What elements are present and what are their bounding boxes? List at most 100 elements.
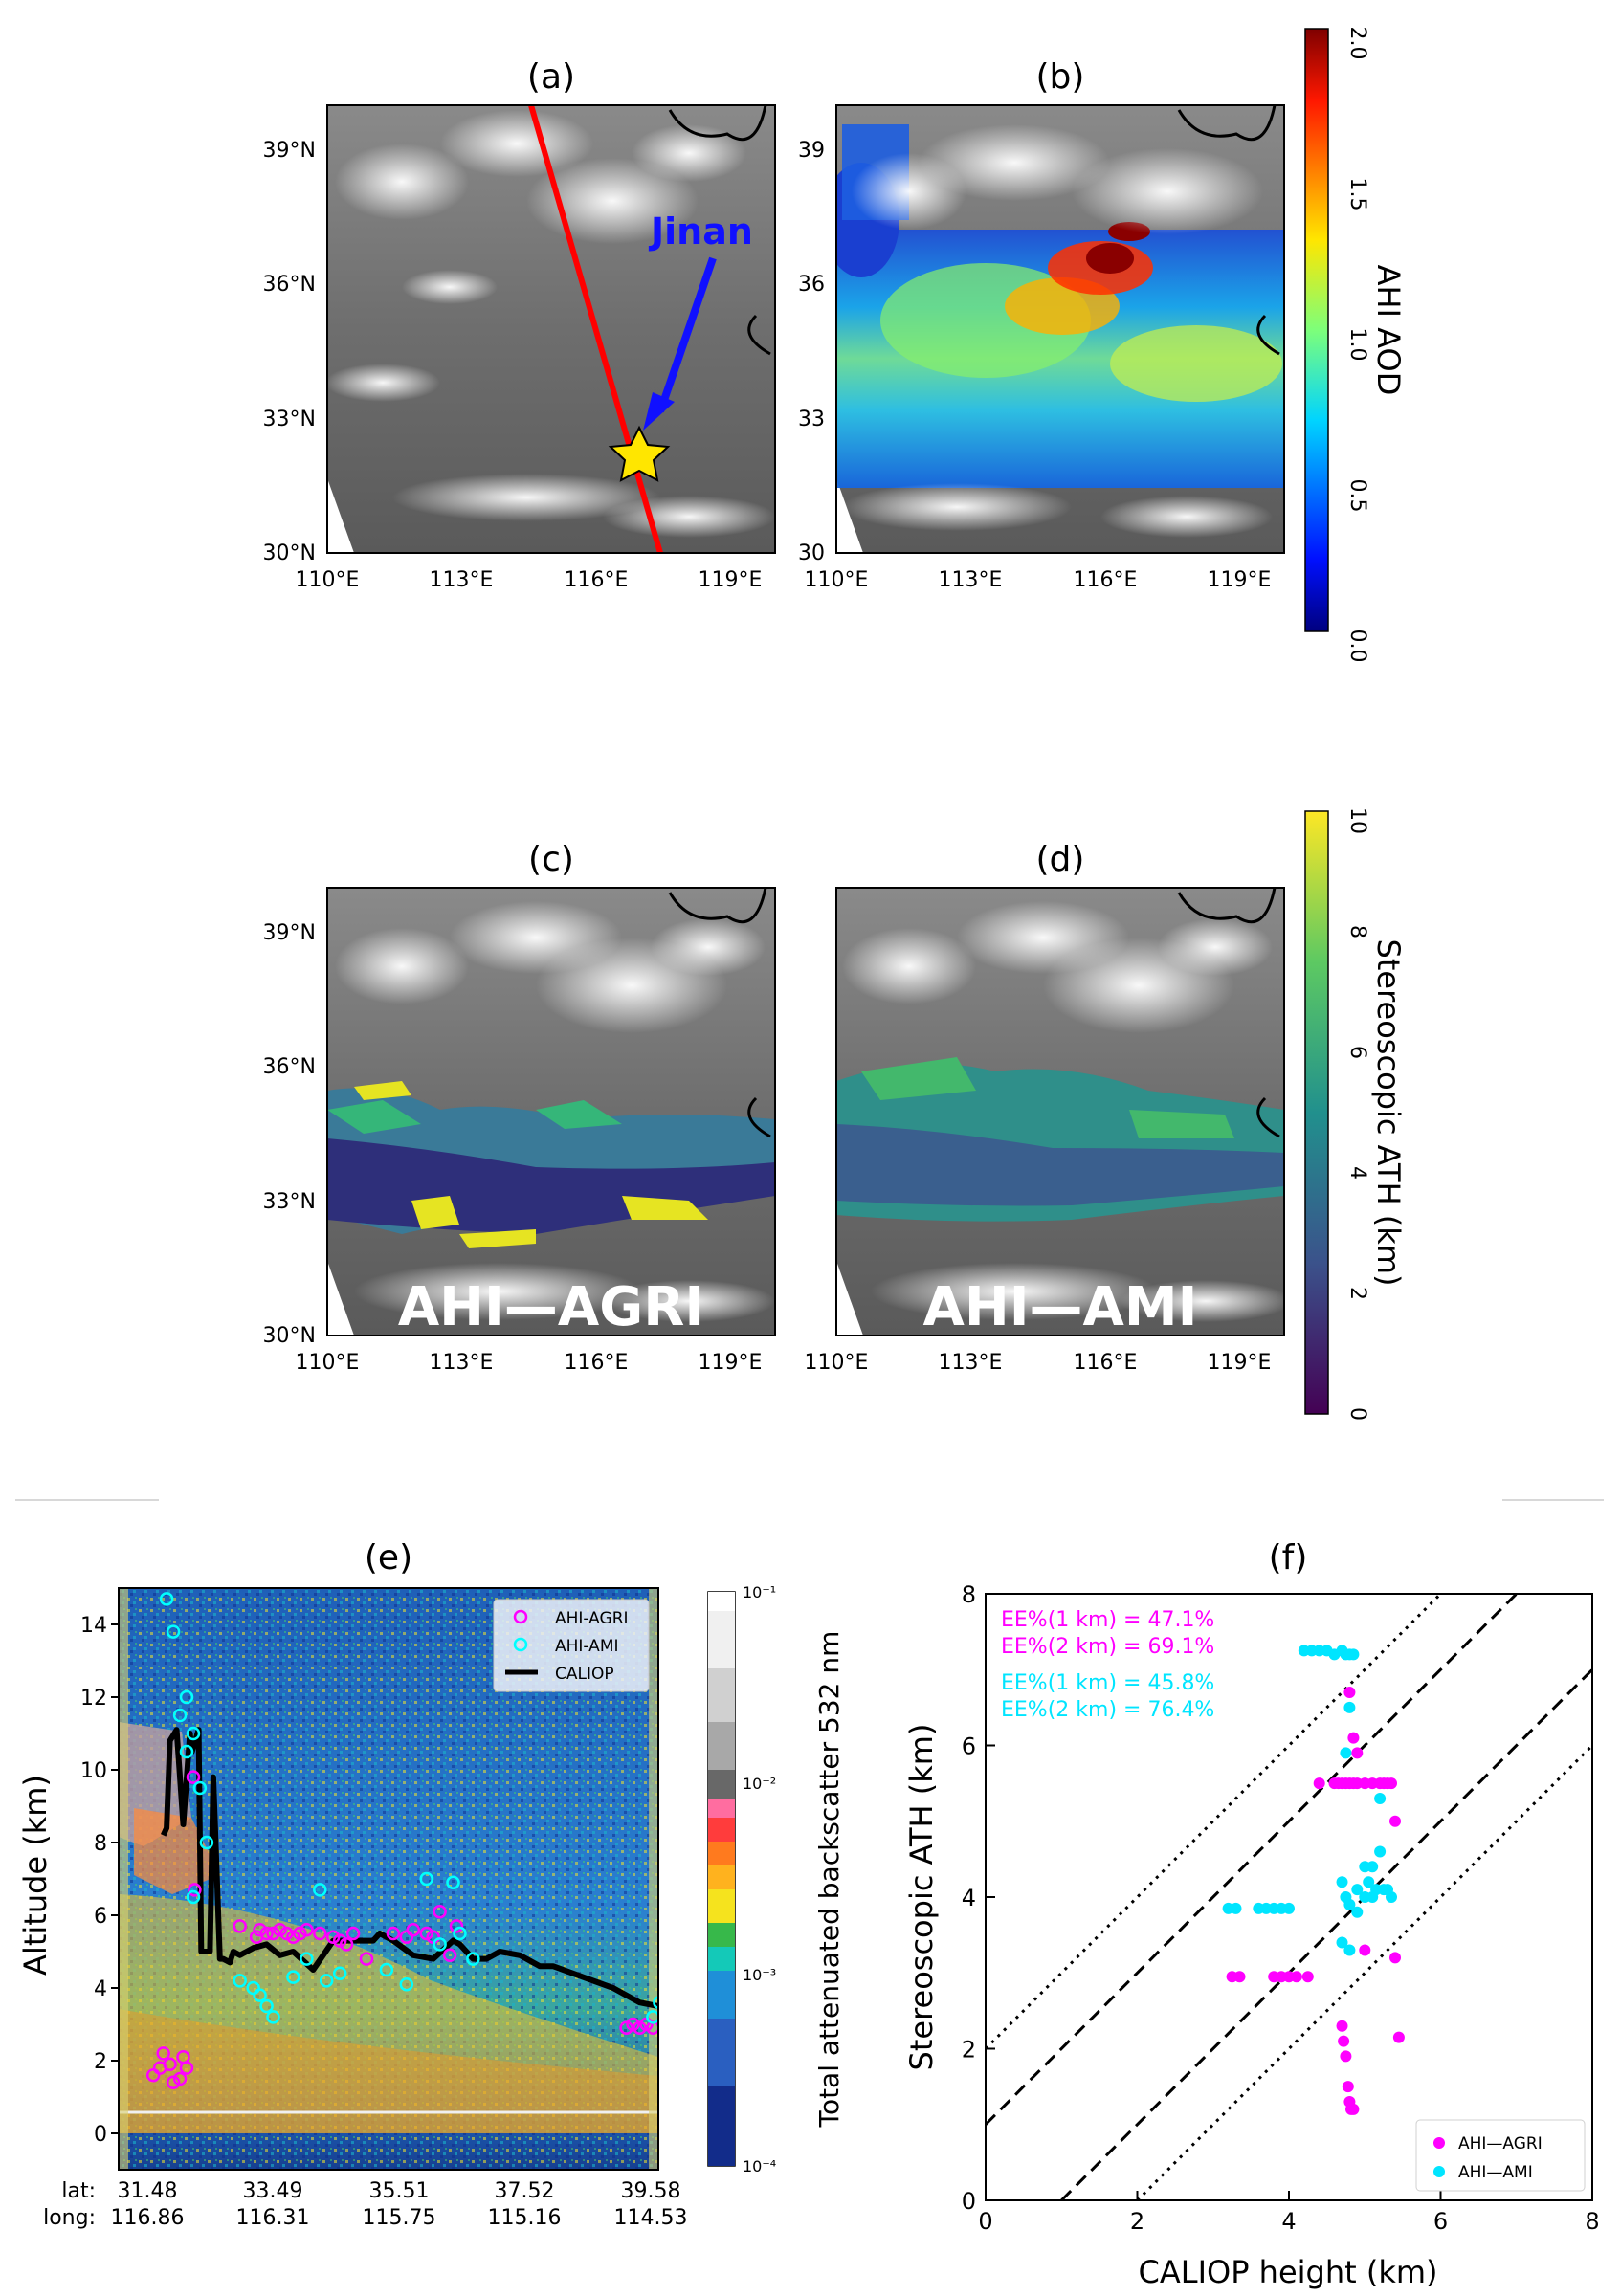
xtick: 119°E [1208,568,1272,592]
agri-marker [313,1926,327,1941]
xtick: 116°E [565,568,629,592]
panel-b-frame [835,104,1285,554]
ami-marker [332,1966,347,1981]
ytick: 30°N [263,541,316,565]
xtick: 110°E [805,1351,869,1375]
panel-d-frame [835,887,1285,1336]
panel-c-frame [326,887,776,1336]
lat-tick: 31.48 [118,2179,178,2203]
xtick: 119°E [699,1351,763,1375]
xtick: 110°E [296,568,360,592]
panel-d-label: (d) [1036,840,1085,879]
ytick: 10 [80,1759,107,1783]
panel-a-map [327,105,775,553]
ami-point [1351,1906,1364,1918]
ytick: 39°N [263,921,316,945]
long-tick: 114.53 [614,2206,688,2230]
panel-b-map [836,105,1284,553]
panel-c-yticks: 30°N 33°N 36°N 39°N [263,921,316,1348]
jinan-arrow-head [643,392,675,430]
cbar-tick: 0.5 [1345,479,1369,513]
agri-marker [166,2075,181,2090]
cbar-tick: 8 [1345,925,1369,938]
legend-marker-ami [513,1637,528,1652]
ami-point [1283,1902,1295,1914]
lat-tick: 35.51 [369,2179,430,2203]
ytick: 39°N [263,139,316,163]
agri-marker [266,1926,280,1941]
ami-point [1343,1944,1356,1956]
ami-marker [166,1624,181,1639]
ami-marker [172,1708,188,1723]
legend-label: CALIOP [555,1665,614,1684]
ath-colorbar: 0 2 4 6 8 10 Stereoscopic ATH (km) [1304,807,1407,1421]
ytick: 12 [80,1687,107,1711]
aod-colorbar-label: AHI AOD [1370,265,1407,396]
agri-point [1301,1971,1314,1983]
agri-point [1336,2020,1348,2032]
lat-tick: 37.52 [495,2179,555,2203]
ami-point [1363,1876,1375,1888]
ami-marker [259,1998,274,2014]
agri-marker [449,1919,464,1933]
panel-e-yticks: 0 2 4 6 8 10 12 14 [80,1614,119,2147]
ytick: 33 [798,408,825,431]
ami-point [1343,1898,1356,1910]
ytick: 36 [798,273,825,297]
legend-marker-agri [513,1609,528,1624]
agri-marker [186,1770,201,1784]
ami-marker [466,1952,480,1966]
panel-e-xticks: 31.48 33.49 35.51 37.52 39.58 116.86 116… [111,2179,688,2230]
ami-marker [179,1689,194,1705]
agri-marker [172,2071,188,2086]
agri-marker [406,1922,421,1937]
ami-marker [186,1889,201,1905]
legend-label: AHI—AGRI [1458,2134,1543,2153]
ytick: 2 [94,2050,107,2074]
panel-e-ylabel: Altitude (km) [17,1775,54,1976]
ath-colorbar-ticks: 0 2 4 6 8 10 [1345,807,1369,1421]
panel-f-xlabel: CALIOP height (km) [1139,2254,1438,2290]
agri-point [1389,1815,1401,1827]
coastline [747,314,771,356]
xtick: 8 [1585,2208,1599,2235]
agri-marker [233,1919,247,1933]
agri-marker [253,1922,267,1937]
coastline [668,105,767,142]
long-tick: 116.31 [236,2206,310,2230]
legend-label: AHI-AMI [555,1637,619,1656]
backscatter-colorbar-ticks: 10⁻⁴ 10⁻³ 10⁻² 10⁻¹ [743,1583,776,2175]
lat-label: lat: [61,2179,96,2203]
ami-point [1359,1891,1371,1903]
agri-point [1392,2031,1405,2043]
panel-a-yticks: 30°N 33°N 36°N 39°N [263,139,316,565]
agri-marker [259,1926,274,1941]
ami-marker [179,1744,194,1759]
ami-point [1351,1884,1364,1896]
xtick: 116°E [1074,1351,1138,1375]
ami-marker [186,1726,201,1741]
ytick: 30 [798,541,825,565]
ytick: 4 [962,1885,976,1911]
xtick: 2 [1130,2208,1144,2235]
panel-b-yticks: 30 33 36 39 [798,139,825,565]
ami-marker [433,1937,447,1952]
ytick: 33°N [263,1190,316,1214]
agri-point [1359,1944,1371,1956]
agri-marker [163,2057,177,2072]
ami-marker [319,1974,334,1988]
long-tick: 115.75 [363,2206,436,2230]
ytick: 6 [962,1733,976,1760]
agri-point [1351,1747,1364,1759]
panel-b-label: (b) [1036,57,1085,97]
jinan-arrow [656,256,717,413]
ytick: 36°N [263,1055,316,1079]
panel-d-xticks: 110°E 113°E 116°E 119°E [805,1351,1272,1375]
xtick: 113°E [430,568,494,592]
xtick: 113°E [430,1351,494,1375]
agri-point [1290,1971,1302,1983]
ami-marker [453,1926,467,1941]
ami-point [1347,1648,1360,1661]
legend-marker-agri [1433,2137,1445,2149]
agri-marker [433,1904,447,1919]
